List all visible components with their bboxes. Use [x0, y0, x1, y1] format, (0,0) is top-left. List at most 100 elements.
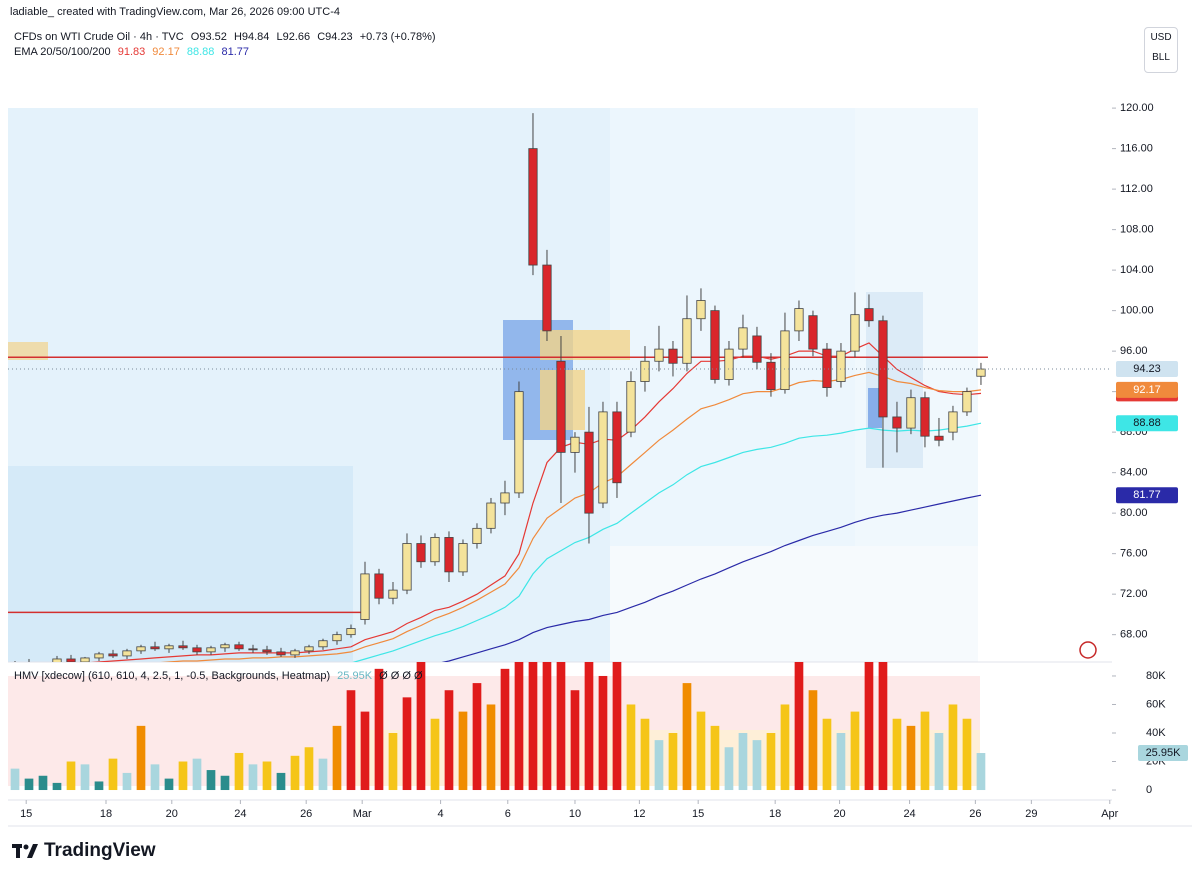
candle-body: [654, 348, 664, 362]
candle-body: [850, 314, 860, 352]
x-tick-label: 12: [633, 808, 645, 820]
volume-bar: [696, 711, 706, 791]
y-tick-label: 104.00: [1120, 264, 1154, 276]
volume-bar: [654, 740, 664, 791]
y-tick-label: 116.00: [1120, 143, 1153, 155]
legend-ema: EMA 20/50/100/200 91.83 92.17 88.88 81.7…: [14, 46, 253, 58]
candle-body: [500, 492, 510, 504]
volume-bar: [346, 690, 356, 791]
y-tick-label: 108.00: [1120, 224, 1154, 236]
volume-bar: [24, 778, 34, 791]
candle-body: [696, 300, 706, 320]
candle-body: [374, 573, 384, 599]
candle-body: [794, 308, 804, 332]
volume-title: HMV [xdecow] (610, 610, 4, 2.5, 1, -0.5,…: [14, 670, 331, 682]
y-tick-label: 80.00: [1120, 507, 1148, 519]
currency-box[interactable]: USD BLL: [1144, 27, 1178, 73]
open: O93.52: [190, 31, 227, 43]
low: L92.66: [276, 31, 311, 43]
flag-icon: [1079, 641, 1097, 659]
price-pane: [8, 113, 1112, 667]
x-tick-label: 20: [833, 808, 845, 820]
volume-bar: [500, 668, 510, 791]
ema-line: [441, 494, 982, 662]
candle-body: [458, 543, 468, 573]
candle-body: [25, 664, 33, 666]
volume-bar: [444, 690, 454, 791]
candle-body: [290, 650, 300, 656]
y-tick-label: 84.00: [1120, 467, 1148, 479]
y-tick-label: 96.00: [1120, 345, 1148, 357]
candle-body: [416, 543, 426, 563]
candle-body: [11, 664, 19, 667]
volume-bar: [234, 752, 244, 791]
candle-body: [808, 315, 818, 350]
price-badge-label: 81.77: [1133, 489, 1161, 501]
volume-bar: [122, 772, 132, 791]
volume-bar: [206, 770, 216, 791]
ema-line: [160, 371, 982, 662]
candle-body: [598, 411, 608, 504]
volume-bar: [80, 764, 90, 791]
volume-bar: [304, 747, 314, 791]
volume-bar: [318, 758, 328, 791]
volume-bar: [556, 662, 566, 791]
candle-body: [388, 589, 398, 599]
candle-body: [206, 647, 216, 653]
volume-bar: [388, 732, 398, 791]
candle-body: [710, 310, 720, 380]
unit[interactable]: BLL: [1152, 52, 1170, 63]
x-tick-label: 15: [20, 808, 32, 820]
volume-bar: [640, 718, 650, 791]
price-badge: [1116, 487, 1178, 504]
candle-body: [864, 308, 874, 322]
volume-bar: [892, 718, 902, 791]
ema-value: 92.17: [152, 46, 180, 58]
candle-body: [472, 527, 482, 544]
ema-value: 88.88: [186, 46, 215, 58]
volume-bar: [52, 782, 62, 791]
x-tick-label: 20: [166, 808, 178, 820]
volume-flags: Ø Ø Ø Ø: [379, 670, 423, 682]
volume-bar: [808, 690, 818, 791]
candle-body: [906, 397, 916, 429]
volume-bar: [528, 662, 538, 791]
y-tick-label: 76.00: [1120, 548, 1148, 560]
volume-bar: [332, 725, 342, 791]
ema-title: EMA 20/50/100/200: [14, 46, 111, 58]
candle-body: [640, 360, 650, 382]
volume-bar: [150, 764, 160, 791]
candle-body: [570, 436, 580, 453]
candle-body: [276, 651, 286, 656]
y-tick-label: 100.00: [1120, 305, 1154, 317]
volume-bar: [276, 772, 286, 791]
candle-body: [514, 391, 524, 494]
symbol: CFDs on WTI Crude Oil · 4h · TVC: [14, 31, 184, 43]
price-badge-label: 92.17: [1133, 384, 1161, 396]
candle-body: [836, 350, 846, 382]
ema-value: 81.77: [221, 46, 250, 58]
volume-bar: [668, 732, 678, 791]
x-tick-label: Apr: [1101, 808, 1118, 820]
candle-body: [39, 663, 47, 666]
candle-body: [66, 658, 76, 662]
candle-body: [892, 416, 902, 429]
volume-bar: [458, 711, 468, 791]
caption: ladiable_ created with TradingView.com, …: [10, 6, 344, 18]
x-tick-label: Mar: [353, 808, 372, 820]
candle-body: [934, 435, 944, 441]
y-tick-label: 60K: [1146, 698, 1166, 710]
volume-bar: [248, 764, 258, 791]
volume-bar: [598, 675, 608, 791]
candle-body: [178, 645, 188, 649]
volume-bar: [626, 704, 636, 791]
candle-body: [584, 431, 594, 514]
caption-text: ladiable_ created with TradingView.com, …: [10, 6, 340, 18]
candle-body: [626, 381, 636, 433]
candle-body: [360, 573, 370, 620]
volume-bar: [682, 683, 692, 791]
volume-bar: [192, 758, 202, 791]
currency[interactable]: USD: [1150, 32, 1172, 43]
candle-body: [444, 537, 454, 573]
